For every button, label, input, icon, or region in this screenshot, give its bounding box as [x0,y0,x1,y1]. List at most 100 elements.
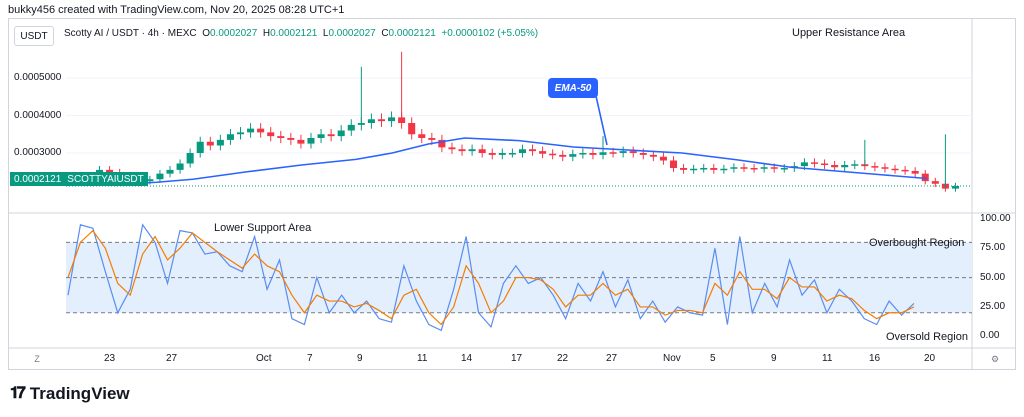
candle-body [418,134,426,138]
candle-body [629,151,637,153]
time-tick-label: Nov [663,353,681,364]
candle-body [579,153,587,155]
oversold-label: Oversold Region [886,331,968,343]
candle-body [821,163,829,165]
candle-body [247,128,255,133]
legend-close-label: C [381,28,389,39]
candle-body [186,153,194,164]
candle-body [569,154,577,157]
time-tick-label: 5 [710,353,716,364]
legend-high: 0.0002121 [270,28,318,39]
legend-open-label: O [202,28,210,39]
candle-body [690,168,698,171]
stoch-tick-label: 25.00 [980,300,1006,312]
candle-body [760,167,768,169]
stoch-d-line [67,229,915,326]
candle-body [639,153,647,155]
currency-button[interactable]: USDT [14,26,54,46]
stoch-tick-label: 50.00 [980,271,1006,283]
candle-body [589,153,597,155]
legend-open: 0.0002027 [209,28,258,39]
tradingview-logo: 𝟏𝟕 TradingView [10,384,130,404]
time-tick-label: 16 [869,353,881,364]
time-tick-label: 11 [417,353,428,364]
candle-body [327,134,335,137]
candle-body [508,153,516,155]
candle-body [931,181,939,184]
candle-body [388,117,396,122]
candle-body [871,166,879,168]
stoch-tick-label: 0.00 [980,330,1000,342]
candle-body [841,165,849,168]
legend-high-label: H [262,28,271,39]
candle-body [448,147,456,150]
candle-body [649,154,657,157]
candle-body [196,141,204,153]
candle-body [780,168,788,170]
last-price-value: 0.0002121 [14,173,62,185]
time-tick-label: 27 [606,353,618,364]
candle-body [770,167,778,169]
candle-body [226,134,234,140]
candle-body [669,160,678,168]
candle-body [851,164,859,166]
last-price-symbol: SCOTTYAIUSDT [67,173,144,185]
last-price-tag: 0.0002121 SCOTTYAIUSDT [10,172,148,186]
candle-body [166,169,174,174]
candle-body [458,149,466,152]
candle-body [740,167,748,169]
price-tick-label: 0.0003000 [14,147,62,158]
time-tick-label: 9 [771,353,777,364]
stoch-tick-label: 100.00 [980,212,1011,224]
candle-body [619,151,627,153]
candle-body [277,136,285,138]
candle-body [539,151,547,154]
time-tick-label: 23 [104,353,116,364]
settings-icon[interactable]: ⚙ [990,353,1000,364]
candle-body [518,149,526,153]
candle-body [317,134,325,138]
candle-body [710,168,718,170]
candle-body [559,154,567,157]
time-tick-label: 7 [307,353,313,364]
legend-low-label: L [322,28,329,39]
time-tick-label: 27 [166,353,178,364]
overbought-label: Overbought Region [869,237,965,249]
legend-change: +0.0000102 (+5.05%) [441,28,539,39]
chart-frame [8,18,1016,370]
upper-resistance-label: Upper Resistance Area [792,27,906,39]
credit-line: bukky456 created with TradingView.com, N… [8,4,345,16]
time-tick-label: 17 [511,353,523,364]
legend-low: 0.0002027 [328,28,376,39]
candle-body [891,168,899,171]
candle-body [287,138,295,140]
candle-body [921,173,929,182]
candle-body [267,132,275,137]
candle-body [347,124,355,131]
price-tick-label: 0.0005000 [14,72,62,83]
candle-body [357,123,365,125]
candle-body [730,167,738,169]
candle-body [216,139,224,146]
lower-support-label: Lower Support Area [214,222,312,234]
candle-body [700,168,708,170]
stoch-tick-label: 75.00 [980,242,1006,254]
candle-body [810,162,819,164]
candle-body [146,179,154,182]
candle-body [529,149,537,152]
candle-body [408,123,416,135]
candle-body [468,149,476,152]
candle-body [831,165,839,168]
legend-close: 0.0002121 [388,28,436,39]
candle-body [307,138,315,144]
candle-body [680,168,688,170]
candle-body [951,186,959,189]
price-tick-label: 0.0004000 [14,109,62,121]
stoch-k-line [67,223,915,332]
candle-body [720,168,728,171]
timezone-button[interactable]: Z [34,354,40,364]
candle-body [478,149,486,153]
ema-callout: EMA-50 [548,78,598,98]
time-tick-label: Oct [256,353,272,364]
